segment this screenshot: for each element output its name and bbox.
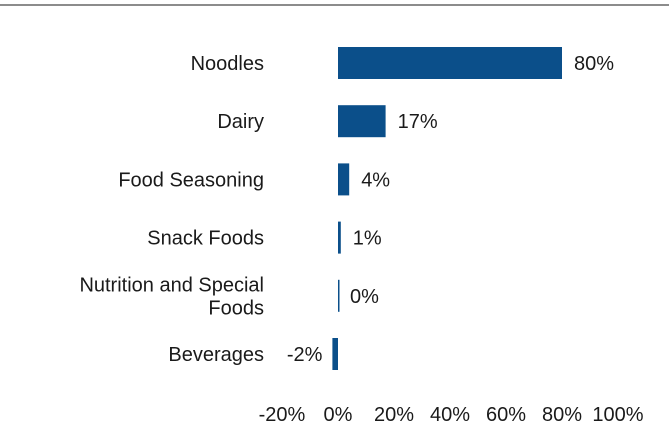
bar-1 xyxy=(338,105,386,138)
bar-2 xyxy=(338,163,350,196)
category-label-0: Noodles xyxy=(191,53,264,75)
bar-0 xyxy=(338,47,562,79)
category-label-4-line-1: Foods xyxy=(208,297,264,319)
data-label-0: 80% xyxy=(574,53,614,75)
category-label-3: Snack Foods xyxy=(147,228,264,250)
x-tick-label-6: 100% xyxy=(592,404,643,426)
x-tick-label-1: 0% xyxy=(324,404,353,426)
data-label-3: 1% xyxy=(353,228,382,250)
x-tick-label-4: 60% xyxy=(486,404,526,426)
x-tick-label-0: -20% xyxy=(259,404,306,426)
data-label-1: 17% xyxy=(398,111,438,133)
category-label-4-line-0: Nutrition and Special xyxy=(79,274,264,296)
x-tick-label-5: 80% xyxy=(542,404,582,426)
bar-5 xyxy=(332,338,338,370)
data-label-5: -2% xyxy=(287,344,323,366)
category-label-2: Food Seasoning xyxy=(118,169,264,191)
category-label-5: Beverages xyxy=(168,344,264,366)
data-label-4: 0% xyxy=(350,286,379,308)
x-tick-label-3: 40% xyxy=(430,404,470,426)
x-tick-label-2: 20% xyxy=(374,404,414,426)
bar-4 xyxy=(338,279,340,312)
category-label-1: Dairy xyxy=(217,111,264,133)
top-rule xyxy=(0,4,669,6)
bar-3 xyxy=(338,221,341,254)
data-label-2: 4% xyxy=(361,169,390,191)
